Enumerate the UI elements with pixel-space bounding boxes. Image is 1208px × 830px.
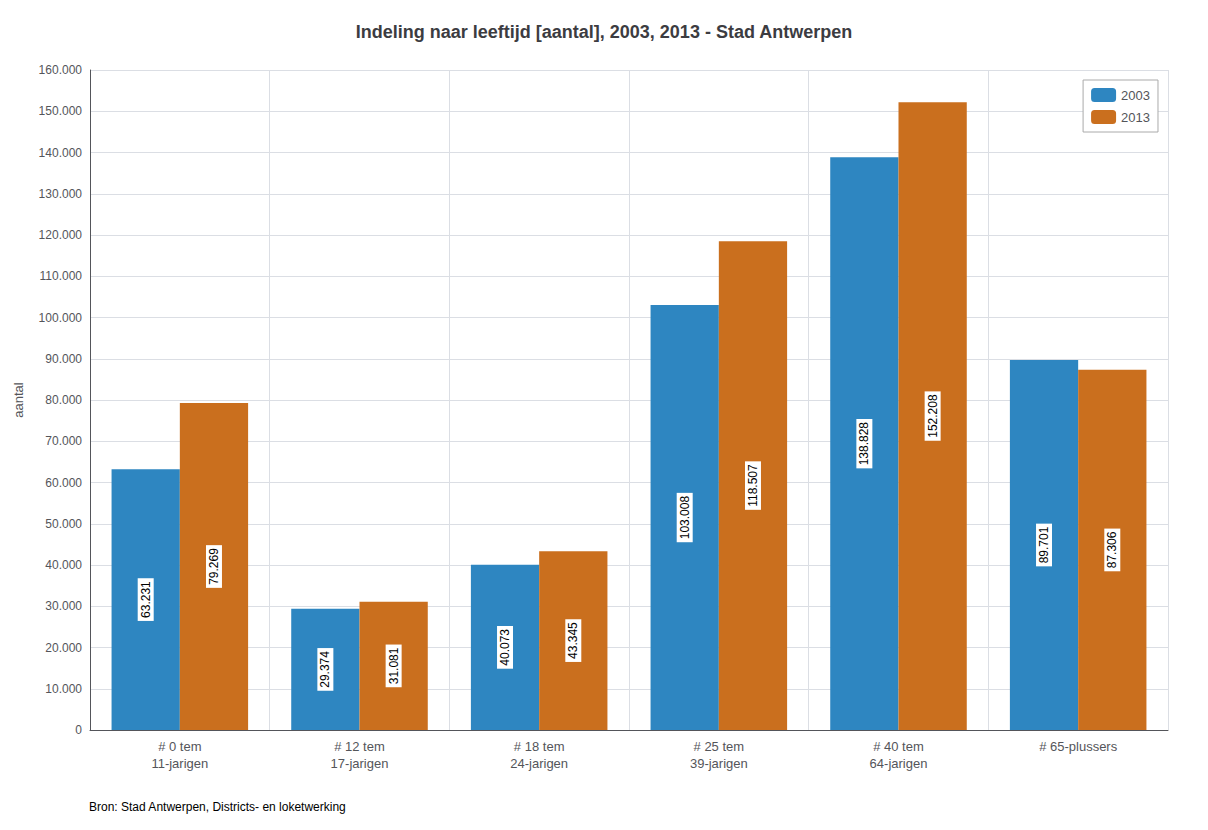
svg-text:2013: 2013	[1121, 110, 1150, 125]
svg-text:152.208: 152.208	[926, 394, 940, 438]
svg-text:70.000: 70.000	[45, 434, 82, 448]
svg-text:# 0 tem: # 0 tem	[158, 739, 201, 754]
svg-text:20.000: 20.000	[45, 641, 82, 655]
svg-text:30.000: 30.000	[45, 599, 82, 613]
svg-text:90.000: 90.000	[45, 352, 82, 366]
svg-text:89.701: 89.701	[1037, 526, 1051, 563]
svg-text:39-jarigen: 39-jarigen	[690, 756, 748, 771]
svg-text:# 40 tem: # 40 tem	[873, 739, 924, 754]
svg-text:120.000: 120.000	[39, 228, 83, 242]
svg-text:150.000: 150.000	[39, 104, 83, 118]
svg-text:160.000: 160.000	[39, 63, 83, 77]
svg-text:140.000: 140.000	[39, 146, 83, 160]
svg-text:40.000: 40.000	[45, 558, 82, 572]
svg-text:# 25 tem: # 25 tem	[694, 739, 745, 754]
svg-text:# 18 tem: # 18 tem	[514, 739, 565, 754]
svg-text:43.345: 43.345	[566, 622, 580, 659]
svg-text:130.000: 130.000	[39, 187, 83, 201]
svg-text:# 12 tem: # 12 tem	[334, 739, 385, 754]
svg-text:29.374: 29.374	[318, 651, 332, 688]
svg-text:50.000: 50.000	[45, 517, 82, 531]
svg-text:80.000: 80.000	[45, 393, 82, 407]
svg-text:63.231: 63.231	[139, 581, 153, 618]
svg-text:Bron: Stad Antwerpen, District: Bron: Stad Antwerpen, Districts- en loke…	[89, 800, 346, 814]
svg-text:87.306: 87.306	[1105, 531, 1119, 568]
svg-text:60.000: 60.000	[45, 476, 82, 490]
svg-text:138.828: 138.828	[857, 422, 871, 466]
svg-text:17-jarigen: 17-jarigen	[331, 756, 389, 771]
svg-text:64-jarigen: 64-jarigen	[870, 756, 928, 771]
svg-text:# 65-plussers: # 65-plussers	[1039, 739, 1118, 754]
svg-text:100.000: 100.000	[39, 311, 83, 325]
svg-text:40.073: 40.073	[498, 629, 512, 666]
svg-text:2003: 2003	[1121, 88, 1150, 103]
svg-text:11-jarigen: 11-jarigen	[151, 756, 208, 771]
svg-text:aantal: aantal	[11, 382, 26, 418]
svg-text:Indeling naar leeftijd [aantal: Indeling naar leeftijd [aantal], 2003, 2…	[356, 22, 852, 42]
svg-text:103.008: 103.008	[678, 496, 692, 540]
svg-text:24-jarigen: 24-jarigen	[510, 756, 568, 771]
svg-text:118.507: 118.507	[746, 464, 760, 507]
svg-text:79.269: 79.269	[207, 548, 221, 585]
svg-text:31.081: 31.081	[387, 647, 401, 684]
svg-text:0: 0	[75, 723, 82, 737]
svg-text:110.000: 110.000	[40, 269, 83, 283]
svg-text:10.000: 10.000	[45, 682, 82, 696]
